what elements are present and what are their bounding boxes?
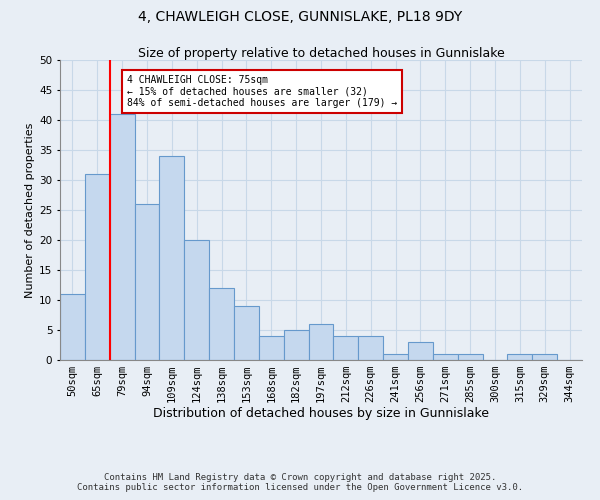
Bar (110, 114, 134, 360)
Bar (433, 354, 458, 360)
Bar (334, 336, 358, 360)
Title: Size of property relative to detached houses in Gunnislake: Size of property relative to detached ho… (137, 47, 505, 60)
Bar (308, 324, 334, 360)
Bar (284, 330, 308, 360)
Bar (458, 354, 482, 360)
Text: Contains HM Land Registry data © Crown copyright and database right 2025.
Contai: Contains HM Land Registry data © Crown c… (77, 473, 523, 492)
Bar (408, 342, 433, 360)
Bar (508, 354, 532, 360)
Text: 4 CHAWLEIGH CLOSE: 75sqm
← 15% of detached houses are smaller (32)
84% of semi-d: 4 CHAWLEIGH CLOSE: 75sqm ← 15% of detach… (127, 75, 397, 108)
Bar (160, 156, 184, 360)
Bar (85, 174, 110, 360)
Bar (358, 336, 383, 360)
Bar (383, 354, 408, 360)
Bar (60, 294, 85, 360)
Bar (134, 204, 160, 360)
Bar (209, 288, 234, 360)
Y-axis label: Number of detached properties: Number of detached properties (25, 122, 35, 298)
Bar (234, 306, 259, 360)
Bar (259, 336, 284, 360)
Bar (532, 354, 557, 360)
Text: 4, CHAWLEIGH CLOSE, GUNNISLAKE, PL18 9DY: 4, CHAWLEIGH CLOSE, GUNNISLAKE, PL18 9DY (138, 10, 462, 24)
X-axis label: Distribution of detached houses by size in Gunnislake: Distribution of detached houses by size … (153, 406, 489, 420)
Bar (184, 240, 209, 360)
